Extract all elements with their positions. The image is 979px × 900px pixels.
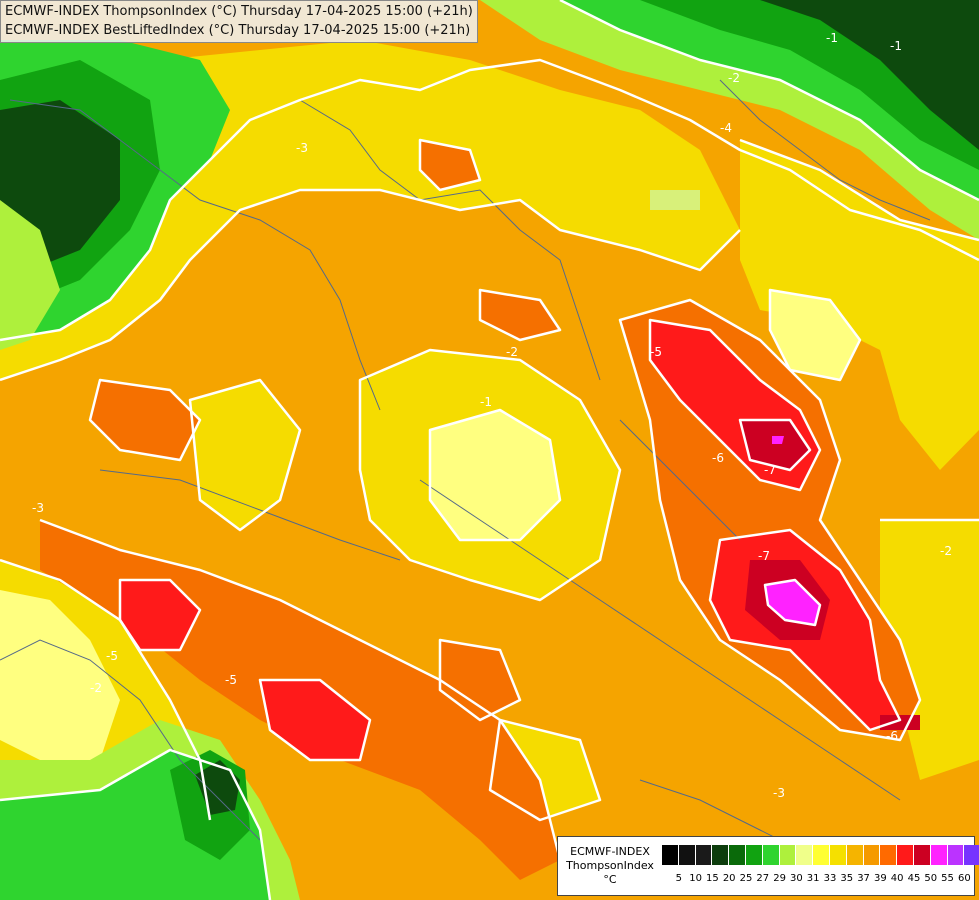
legend-tick-label: 20 xyxy=(722,873,736,884)
color-legend: ECMWF-INDEX ThompsonIndex °C 5 10 15 20 25 27… xyxy=(557,836,979,896)
green-ne-zones xyxy=(480,0,979,240)
legend-swatch xyxy=(678,845,696,865)
contour-label: -2 xyxy=(940,544,952,558)
legend-tick-label: 10 xyxy=(689,873,702,884)
legend-swatches xyxy=(662,845,979,865)
legend-title-line: °C xyxy=(603,873,617,886)
contour-label: -2 xyxy=(506,345,518,359)
contour-label: -7 xyxy=(758,549,770,563)
legend-tick-label: 31 xyxy=(806,873,820,884)
legend-swatch xyxy=(930,845,948,865)
legend-tick-label: 50 xyxy=(924,873,938,884)
green-zones xyxy=(0,40,230,350)
legend-tick-label: 35 xyxy=(840,873,854,884)
contour-label: -1 xyxy=(890,39,902,53)
legend-swatch xyxy=(880,845,898,865)
contour-label: -1 xyxy=(480,395,492,409)
legend-tick-label: 33 xyxy=(823,873,837,884)
legend-tick-label: 27 xyxy=(756,873,770,884)
legend-tick-label: 37 xyxy=(857,873,870,884)
legend-tick-spacer xyxy=(662,873,670,884)
contour-label: -6 xyxy=(712,451,724,465)
contour-label: -1 xyxy=(826,31,838,45)
light-yellow-spot xyxy=(650,190,700,210)
legend-swatch xyxy=(913,845,931,865)
contour-label: -5 xyxy=(106,649,118,663)
legend-swatch xyxy=(796,845,814,865)
map-header: ECMWF-INDEX ThompsonIndex (°C) Thursday … xyxy=(0,0,478,43)
legend-title: ECMWF-INDEX ThompsonIndex °C xyxy=(562,845,658,887)
legend-tick-label: 39 xyxy=(873,873,887,884)
legend-title-line: ThompsonIndex xyxy=(566,859,654,872)
legend-swatch xyxy=(897,845,914,865)
legend-swatch xyxy=(762,845,780,865)
legend-ticks: 5 10 15 20 25 27 29 30 31 33 35 37 39 40 45 50 55 60 xyxy=(662,873,973,884)
legend-tick-label: 40 xyxy=(890,873,904,884)
legend-swatch xyxy=(712,845,730,865)
legend-tick-label: 45 xyxy=(907,873,921,884)
legend-tick-label: 60 xyxy=(957,873,971,884)
legend-swatch xyxy=(813,845,830,865)
legend-tick-label: 29 xyxy=(773,873,786,884)
legend-tick-label: 55 xyxy=(941,873,954,884)
legend-swatch xyxy=(846,845,864,865)
contour-label: -2 xyxy=(90,681,102,695)
contour-label: -3 xyxy=(296,141,308,155)
legend-swatch xyxy=(964,845,979,865)
legend-swatch xyxy=(947,845,965,865)
contour-label: -4 xyxy=(720,121,732,135)
legend-title-line: ECMWF-INDEX xyxy=(570,845,650,858)
legend-swatch xyxy=(829,845,847,865)
header-line-bestlifted: ECMWF-INDEX BestLiftedIndex (°C) Thursda… xyxy=(5,23,471,38)
contour-label: -3 xyxy=(773,786,785,800)
legend-tick-label: 5 xyxy=(675,873,682,884)
legend-swatch xyxy=(745,845,763,865)
pale-yellow-zones xyxy=(0,290,860,760)
contour-label: -2 xyxy=(728,71,740,85)
legend-swatch xyxy=(729,845,746,865)
contour-label: -5 xyxy=(225,673,237,687)
contour-labels: -3 -2 -1 -2 -5 -6 -7 -7 -5 -5 -6 -3 -2 -… xyxy=(32,31,952,800)
header-line-thompson: ECMWF-INDEX ThompsonIndex (°C) Thursday … xyxy=(5,4,473,19)
contour-label: -7 xyxy=(764,463,776,477)
legend-swatch xyxy=(779,845,797,865)
contour-label: -3 xyxy=(32,501,44,515)
contour-label: -5 xyxy=(650,345,662,359)
legend-tick-label: 30 xyxy=(790,873,803,884)
legend-swatch xyxy=(863,845,881,865)
legend-tick-label: 15 xyxy=(706,873,719,884)
legend-tick-label: 25 xyxy=(739,873,753,884)
legend-swatch xyxy=(695,845,713,865)
contour-label: -6 xyxy=(886,729,898,743)
legend-swatch xyxy=(662,845,679,865)
green-sw-zones xyxy=(0,720,300,900)
